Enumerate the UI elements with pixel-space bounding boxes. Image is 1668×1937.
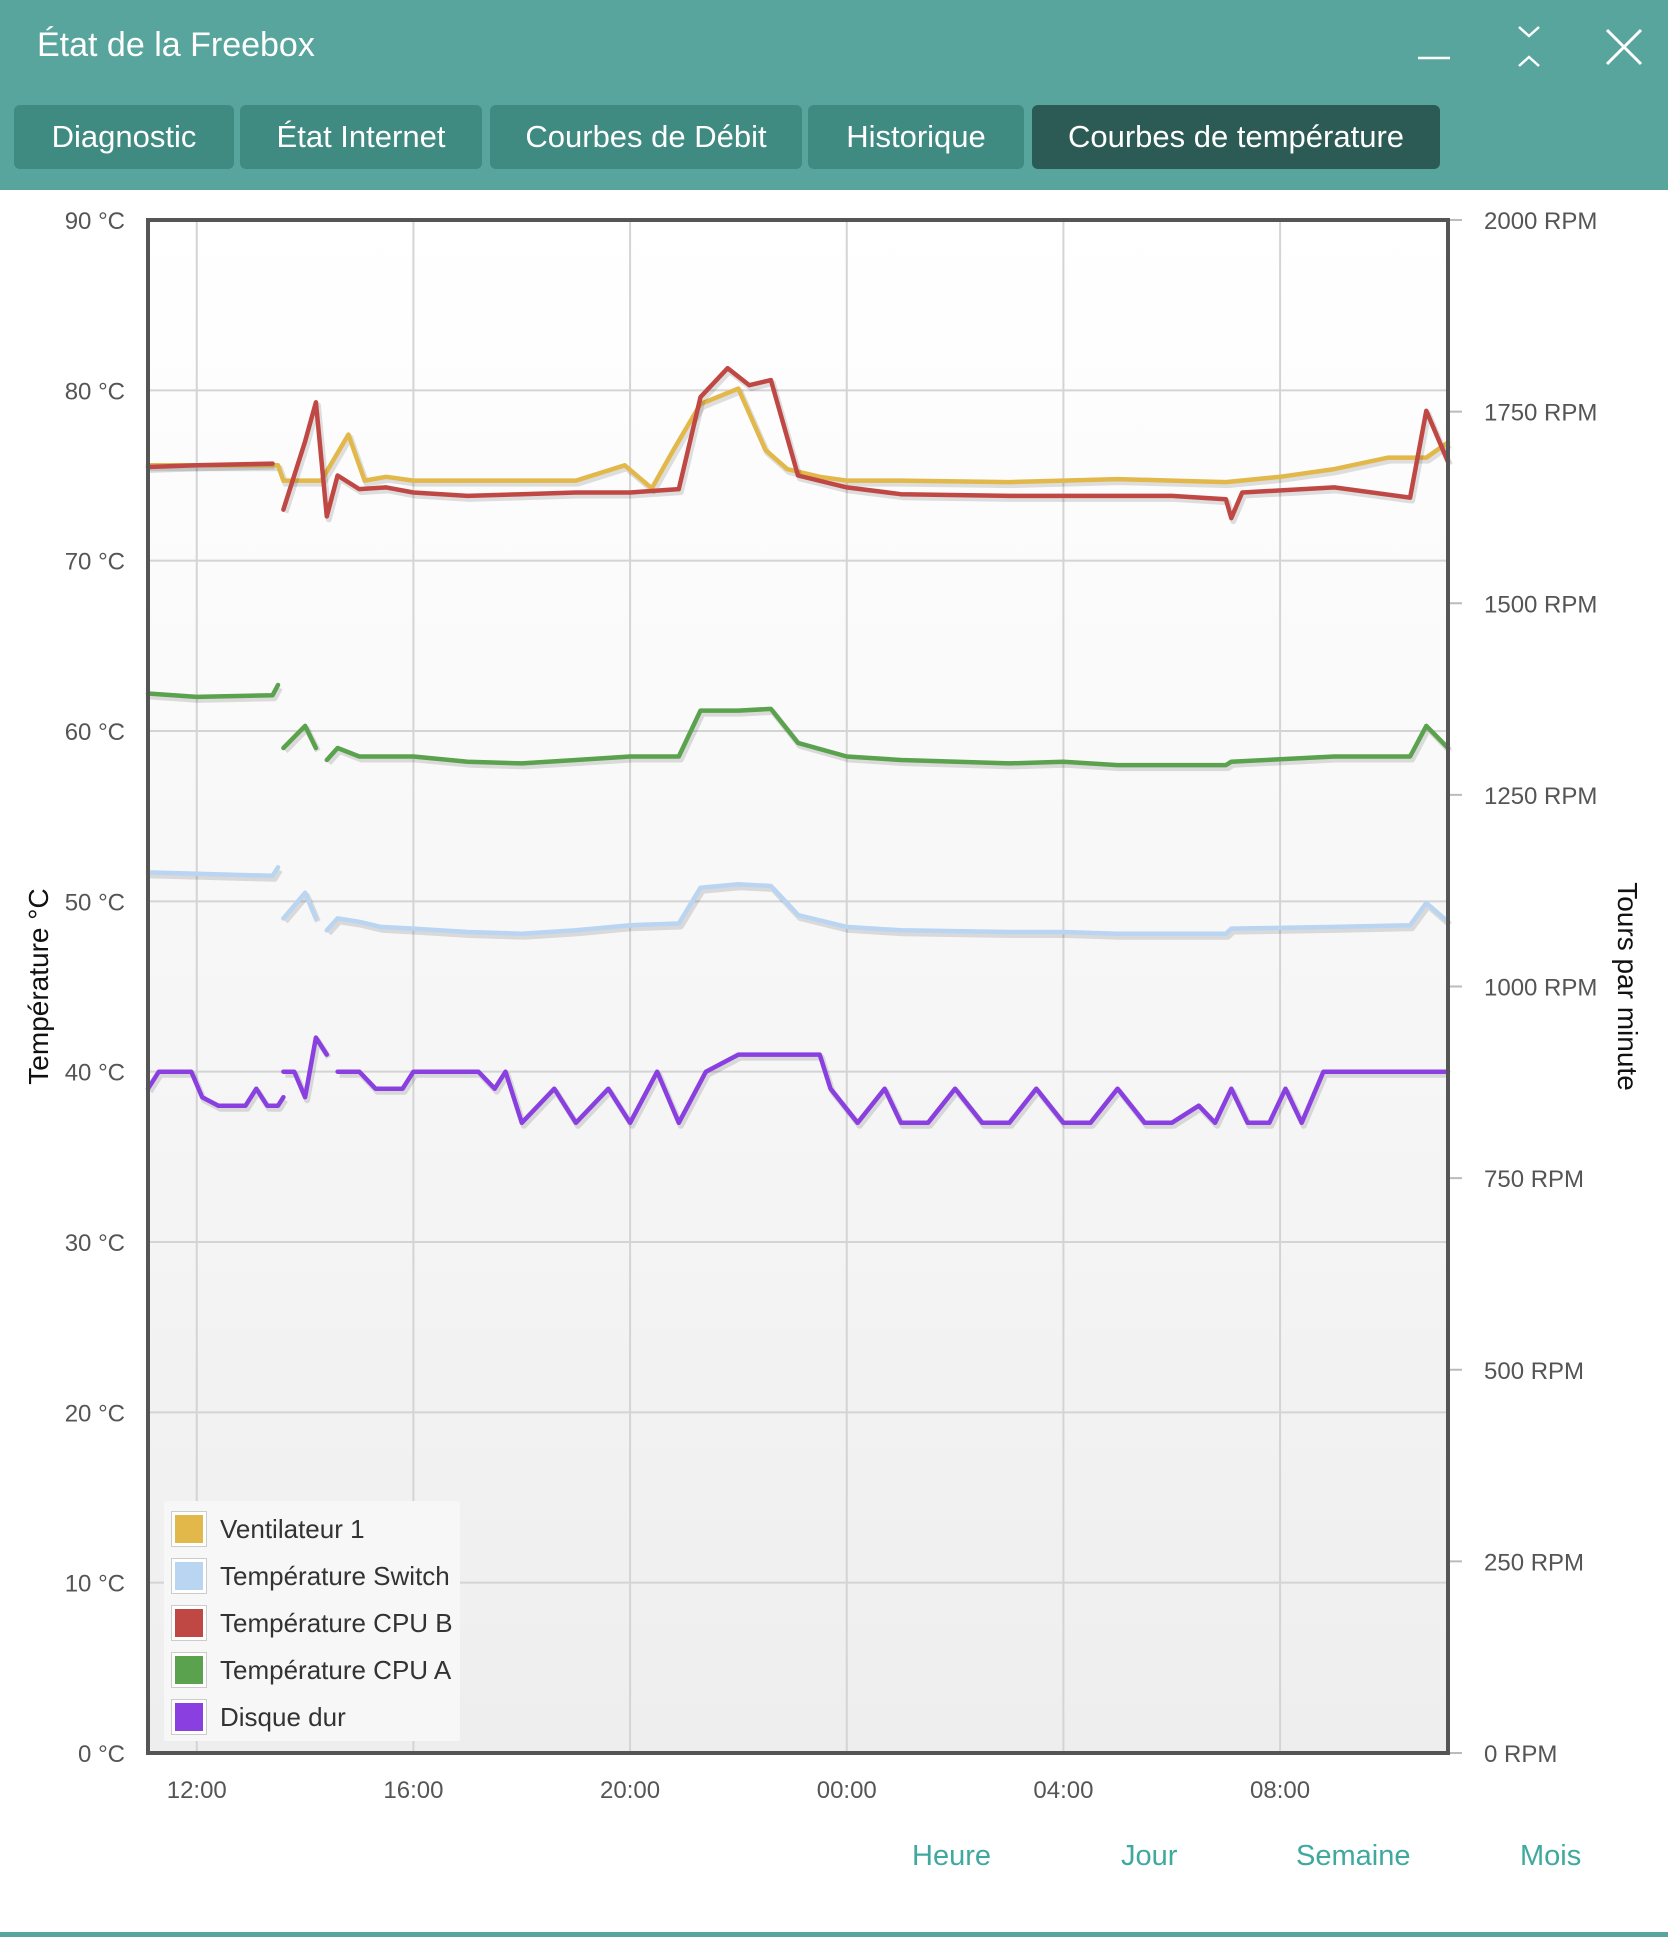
- series-line: [145, 1035, 1451, 1126]
- legend-label: Température CPU A: [220, 1654, 452, 1685]
- tab-diagnostic[interactable]: Diagnostic: [14, 105, 234, 169]
- y2-tick-label: 0 RPM: [1484, 1741, 1557, 1768]
- series-line: [145, 682, 1451, 768]
- y2-tick-label: 1250 RPM: [1484, 783, 1597, 810]
- close-icon[interactable]: [1594, 18, 1654, 78]
- legend-item: Température Switch: [172, 1556, 450, 1596]
- y2-tick-label: 500 RPM: [1484, 1358, 1584, 1385]
- x-tick-label: 00:00: [817, 1777, 877, 1804]
- y-tick-label: 70 °C: [65, 549, 125, 576]
- y-tick-label: 50 °C: [65, 889, 125, 916]
- tab-etat-internet[interactable]: État Internet: [240, 105, 482, 169]
- period-link-mois[interactable]: Mois: [1520, 1840, 1582, 1872]
- legend-swatch: [172, 1700, 206, 1734]
- window-title: État de la Freebox: [37, 26, 315, 64]
- y-tick-label: 40 °C: [65, 1060, 125, 1087]
- legend-label: Température CPU B: [220, 1607, 453, 1638]
- tab-historique[interactable]: Historique: [808, 105, 1024, 169]
- x-tick-label: 08:00: [1250, 1777, 1310, 1804]
- y-tick-label: 20 °C: [65, 1400, 125, 1427]
- y2-axis-title: Tours par minute: [1612, 882, 1643, 1091]
- y-tick-label: 90 °C: [65, 208, 125, 235]
- tab-courbes-de-debit[interactable]: Courbes de Débit: [490, 105, 802, 169]
- window-titlebar: État de la Freebox Diagnostic État Inter…: [0, 0, 1668, 190]
- x-tick-label: 16:00: [383, 1777, 443, 1804]
- y2-tick-label: 1500 RPM: [1484, 591, 1597, 618]
- y2-tick-label: 1000 RPM: [1484, 975, 1597, 1002]
- series-line: [145, 386, 1451, 491]
- x-tick-label: 12:00: [167, 1777, 227, 1804]
- x-tick-label: 04:00: [1033, 1777, 1093, 1804]
- y-tick-label: 0 °C: [78, 1741, 125, 1768]
- series-line: [145, 365, 1451, 521]
- plot-frame: [146, 218, 1450, 1755]
- series-shadow: [149, 368, 1453, 525]
- period-link-semaine[interactable]: Semaine: [1296, 1840, 1411, 1872]
- period-link-jour[interactable]: Jour: [1121, 1840, 1178, 1872]
- legend-label: Ventilateur 1: [220, 1513, 365, 1544]
- minimize-icon[interactable]: [1404, 18, 1464, 78]
- legend-item: Disque dur: [172, 1697, 346, 1737]
- legend-swatch: [172, 1606, 206, 1640]
- legend-swatch: [172, 1559, 206, 1593]
- temperature-chart-panel: 90 °C 80 °C 70 °C 60 °C 50 °C 40 °C 30 °C 20 °C…: [0, 190, 1668, 1937]
- y-axis-title: Température °C: [23, 888, 54, 1084]
- temperature-chart: 90 °C 80 °C 70 °C 60 °C 50 °C 40 °C 30 °C 20 °C…: [23, 208, 1643, 1804]
- legend-swatch: [172, 1512, 206, 1546]
- y2-tick-label: 250 RPM: [1484, 1549, 1584, 1576]
- tab-courbes-de-temperature[interactable]: Courbes de température: [1032, 105, 1440, 169]
- y-tick-label: 60 °C: [65, 719, 125, 746]
- chart-legend: Ventilateur 1 Température Switch Tempéra…: [164, 1501, 460, 1741]
- legend-label: Température Switch: [220, 1560, 450, 1591]
- y2-tick-label: 750 RPM: [1484, 1166, 1584, 1193]
- y-tick-label: 10 °C: [65, 1571, 125, 1598]
- legend-swatch: [172, 1653, 206, 1687]
- x-tick-label: 20:00: [600, 1777, 660, 1804]
- series-line: [145, 865, 1451, 936]
- y-tick-label: 30 °C: [65, 1230, 125, 1257]
- legend-item: Température CPU A: [172, 1650, 451, 1690]
- legend-item: Ventilateur 1: [172, 1509, 365, 1549]
- y2-tick-label: 1750 RPM: [1484, 400, 1597, 427]
- period-selector: Heure Jour Semaine Mois: [0, 1840, 1668, 1910]
- legend-item: Température CPU B: [172, 1603, 453, 1643]
- maximize-icon[interactable]: [1500, 18, 1560, 78]
- y-tick-label: 80 °C: [65, 378, 125, 405]
- period-link-heure[interactable]: Heure: [912, 1840, 991, 1872]
- y2-tick-label: 2000 RPM: [1484, 208, 1597, 235]
- window-bottom-border: [0, 1932, 1668, 1937]
- legend-label: Disque dur: [220, 1701, 346, 1732]
